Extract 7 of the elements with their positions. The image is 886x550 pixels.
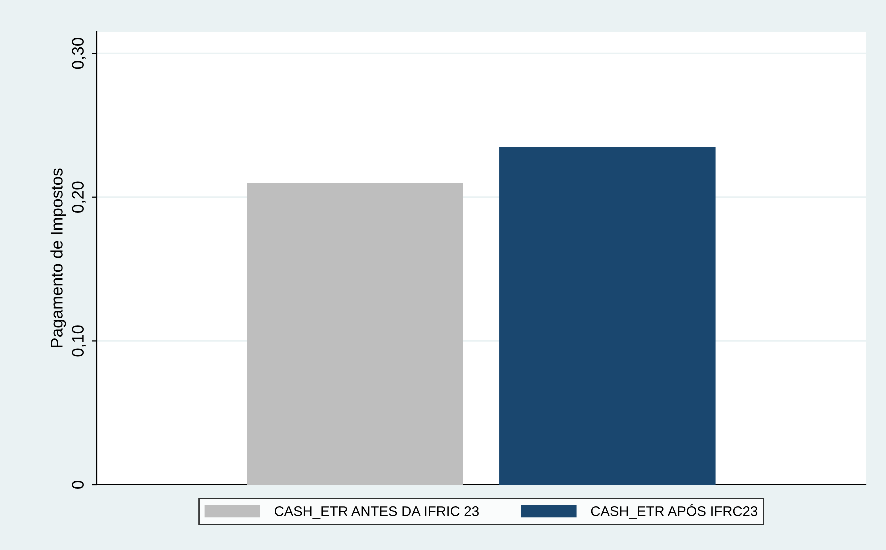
- y-tick-label: 0,20: [72, 182, 86, 213]
- y-tick-label: 0: [72, 481, 84, 489]
- legend-label: CASH_ETR APÓS IFRC23: [591, 504, 758, 519]
- legend-label: CASH_ETR ANTES DA IFRIC 23: [274, 506, 479, 519]
- y-tick-label: 0,10: [72, 326, 86, 357]
- y-axis-title: Pagamento de Impostos: [50, 168, 66, 348]
- y-tick-label: 0,30: [72, 38, 86, 70]
